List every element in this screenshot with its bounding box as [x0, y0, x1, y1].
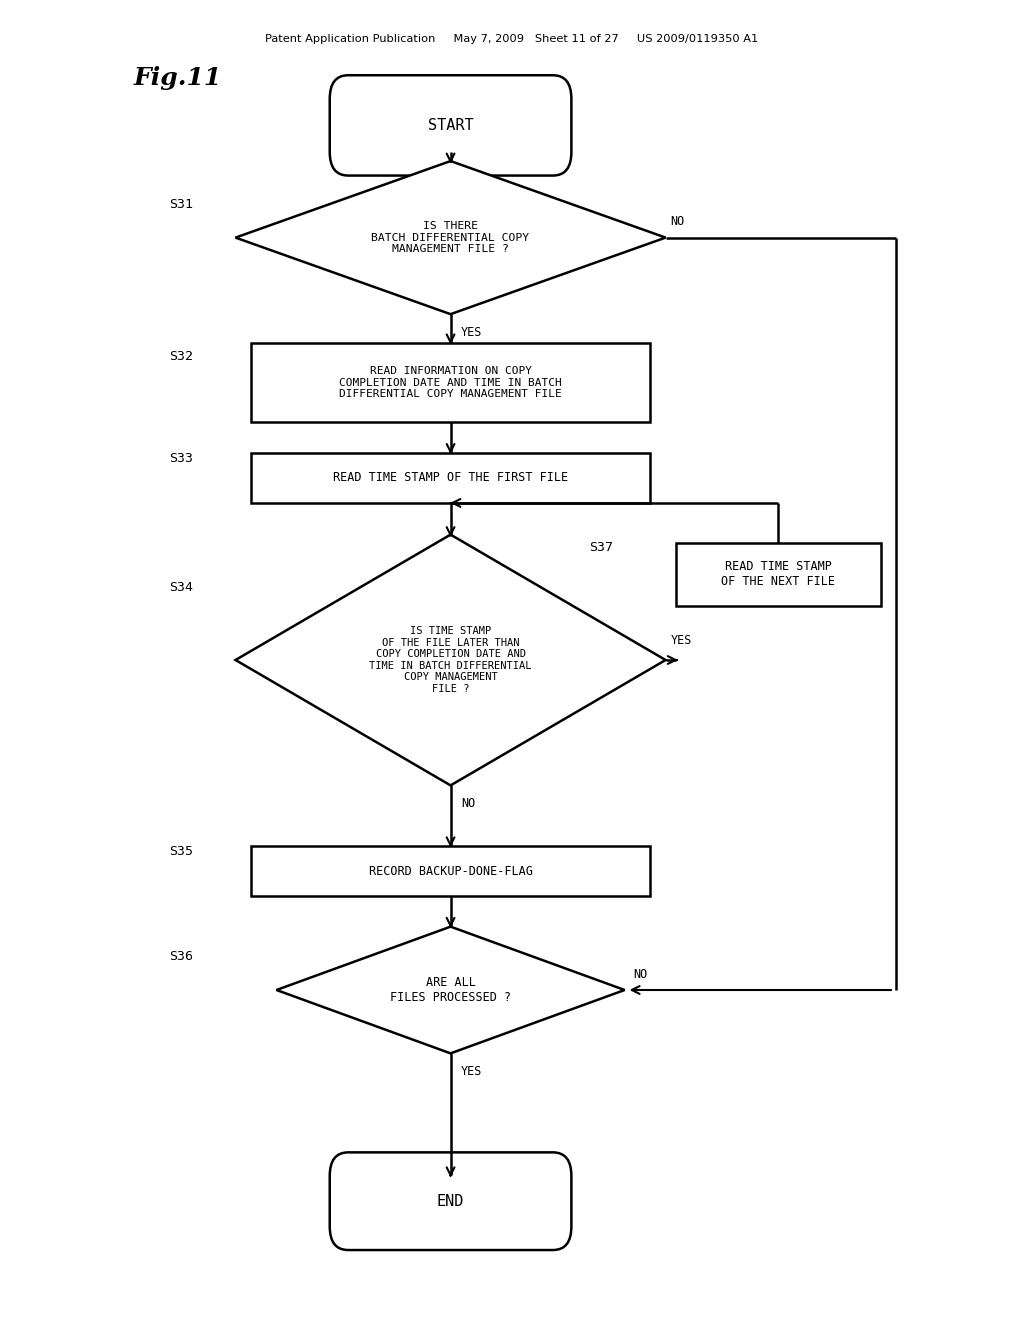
Text: ARE ALL
FILES PROCESSED ?: ARE ALL FILES PROCESSED ? — [390, 975, 511, 1005]
Text: YES: YES — [671, 634, 692, 647]
FancyBboxPatch shape — [330, 1152, 571, 1250]
Polygon shape — [236, 161, 666, 314]
Text: S36: S36 — [169, 950, 193, 964]
Text: S37: S37 — [589, 541, 612, 554]
Text: S31: S31 — [169, 198, 193, 211]
Text: NO: NO — [671, 215, 685, 228]
Text: S32: S32 — [169, 350, 193, 363]
Text: IS TIME STAMP
OF THE FILE LATER THAN
COPY COMPLETION DATE AND
TIME IN BATCH DIFF: IS TIME STAMP OF THE FILE LATER THAN COP… — [370, 626, 531, 694]
Text: READ TIME STAMP OF THE FIRST FILE: READ TIME STAMP OF THE FIRST FILE — [333, 471, 568, 484]
Text: Patent Application Publication     May 7, 2009   Sheet 11 of 27     US 2009/0119: Patent Application Publication May 7, 20… — [265, 34, 759, 45]
Text: READ TIME STAMP
OF THE NEXT FILE: READ TIME STAMP OF THE NEXT FILE — [721, 560, 836, 589]
Text: Fig.11: Fig.11 — [133, 66, 221, 90]
Bar — [251, 453, 650, 503]
Text: IS THERE
BATCH DIFFERENTIAL COPY
MANAGEMENT FILE ?: IS THERE BATCH DIFFERENTIAL COPY MANAGEM… — [372, 220, 529, 255]
Text: RECORD BACKUP-DONE-FLAG: RECORD BACKUP-DONE-FLAG — [369, 865, 532, 878]
Bar — [251, 343, 650, 422]
Polygon shape — [276, 927, 625, 1053]
Text: S35: S35 — [169, 845, 193, 858]
Text: S33: S33 — [169, 451, 193, 465]
Text: END: END — [437, 1193, 464, 1209]
Text: READ INFORMATION ON COPY
COMPLETION DATE AND TIME IN BATCH
DIFFERENTIAL COPY MAN: READ INFORMATION ON COPY COMPLETION DATE… — [339, 366, 562, 400]
Text: S34: S34 — [169, 581, 193, 594]
Text: START: START — [428, 117, 473, 133]
FancyBboxPatch shape — [330, 75, 571, 176]
Text: NO: NO — [633, 968, 647, 981]
Text: YES: YES — [461, 326, 482, 339]
Polygon shape — [236, 535, 666, 785]
Text: NO: NO — [461, 797, 475, 810]
Text: YES: YES — [461, 1065, 482, 1078]
Bar — [251, 846, 650, 896]
Bar — [676, 543, 881, 606]
